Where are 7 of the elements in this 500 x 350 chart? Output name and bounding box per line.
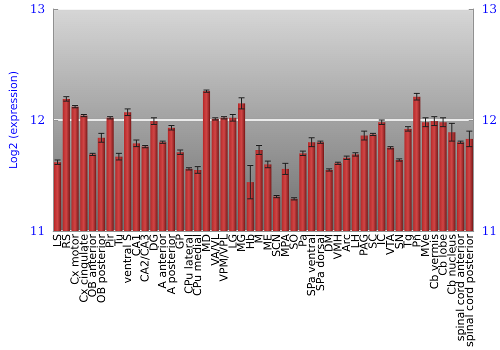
y-tick-label: 12 (30, 113, 46, 128)
y-tick-label: 11 (30, 224, 46, 238)
y2-tick-label: 13 (482, 2, 498, 16)
y-tick-label: 13 (30, 2, 46, 16)
y2-tick-label: 12 (482, 113, 498, 128)
y2-tick-label: 11 (482, 224, 498, 238)
y-axis-title: Log2 (expression) (7, 70, 20, 170)
